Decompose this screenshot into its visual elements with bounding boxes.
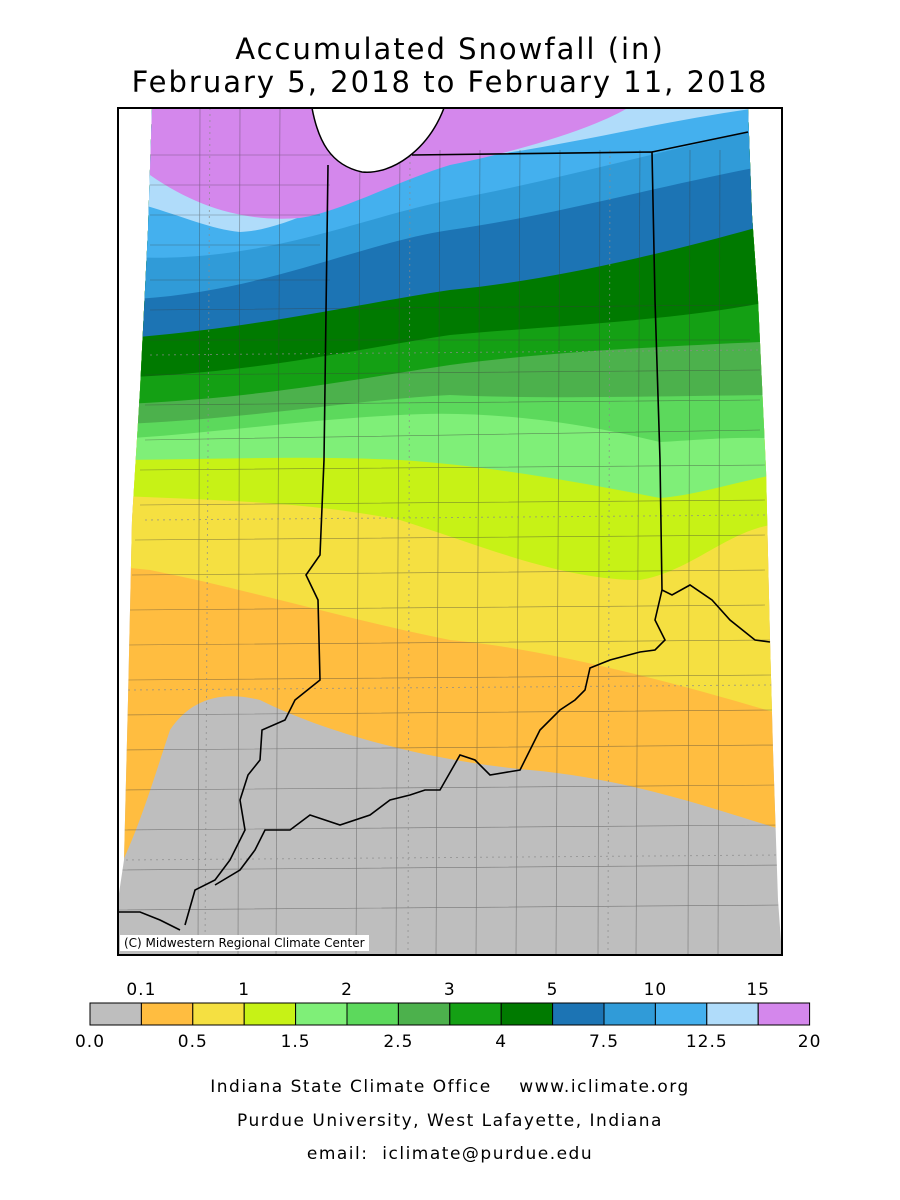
map-title: Accumulated Snowfall (in): [235, 32, 665, 66]
legend-swatch-13: [757, 1002, 811, 1026]
legend-swatch-3: [243, 1002, 297, 1026]
legend-swatch-1: [140, 1002, 194, 1026]
county-lines: [118, 108, 782, 955]
legend-bottom-label: 12.5: [685, 1032, 728, 1052]
legend-swatch-12: [706, 1002, 759, 1026]
legend-top-label: 1: [238, 980, 251, 1000]
legend-bottom-label: 0.0: [74, 1032, 106, 1052]
lake-michigan: [311, 107, 446, 173]
legend-swatch-5: [346, 1002, 399, 1026]
legend-top-label: 0.1: [126, 980, 157, 1000]
legend-swatch-11: [654, 1002, 708, 1026]
map-date-range: February 5, 2018 to February 11, 2018: [131, 65, 769, 99]
graticule: [119, 108, 781, 955]
footer-university: Purdue University, West Lafayette, India…: [237, 1111, 663, 1131]
ohio-river: [214, 589, 666, 886]
legend-swatch-0: [89, 1002, 142, 1026]
legend-bottom-label: 20: [797, 1032, 822, 1052]
legend-top-label: 2: [341, 980, 353, 1000]
legend-swatch-4: [295, 1002, 348, 1026]
legend-color-bar: [89, 1002, 811, 1026]
state-boundaries: [118, 131, 771, 931]
legend-top-label: 15: [746, 980, 771, 1000]
footer-office: Indiana State Climate Office www.iclimat…: [210, 1077, 690, 1097]
indiana-ohio-border: [411, 151, 771, 643]
legend-top-label: 5: [546, 980, 559, 1000]
copyright-credit: (C) Midwestern Regional Climate Center: [120, 935, 369, 951]
legend-top-label: 3: [443, 980, 456, 1000]
legend-swatch-7: [449, 1002, 502, 1026]
legend-swatch-2: [192, 1002, 245, 1026]
river-sw: [118, 911, 181, 931]
legend-swatch-9: [552, 1002, 605, 1026]
michigan-border: [651, 131, 749, 153]
legend-swatch-8: [500, 1002, 554, 1026]
legend-swatch-10: [603, 1002, 656, 1026]
illinois-indiana-border: [184, 164, 329, 926]
footer-email: email: iclimate@purdue.edu: [306, 1144, 594, 1164]
legend-bottom-label: 0.5: [177, 1032, 208, 1052]
map-frame: [117, 107, 783, 956]
legend-swatch-6: [397, 1002, 451, 1026]
legend-top-label: 10: [643, 980, 668, 1000]
legend-bottom-label: 1.5: [280, 1032, 311, 1052]
snowfall-bands: [118, 108, 782, 955]
legend-bottom-label: 2.5: [383, 1032, 414, 1052]
legend-bottom-label: 7.5: [588, 1032, 620, 1052]
legend-bottom-label: 4: [495, 1032, 508, 1052]
